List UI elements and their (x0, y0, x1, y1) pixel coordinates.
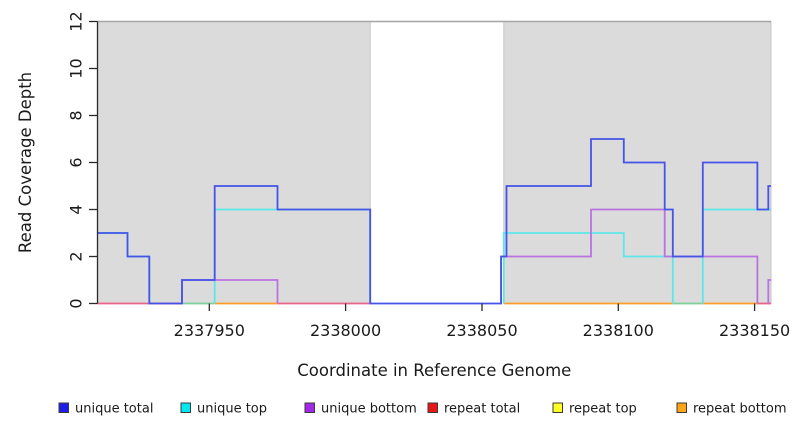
legend-label: unique bottom (321, 402, 417, 417)
y-tick-label: 6 (67, 157, 86, 167)
y-tick-label: 10 (67, 58, 86, 78)
x-tick-label: 2338050 (446, 321, 517, 340)
legend-label: repeat top (569, 402, 637, 417)
legend-label: unique total (75, 402, 153, 417)
legend-swatch-repeat-top (552, 402, 563, 413)
y-axis-title: Read Coverage Depth (16, 72, 35, 253)
unique-total-line (97, 138, 771, 305)
legend-swatch-repeat-bottom (676, 402, 687, 413)
coverage-region-band (97, 21, 371, 304)
legend-label: repeat bottom (693, 402, 787, 417)
legend-swatch-unique-total (58, 402, 69, 413)
x-tick-label: 2338000 (310, 321, 381, 340)
y-tick-label: 4 (67, 204, 86, 214)
x-tick-label: 2338100 (583, 321, 654, 340)
legend-swatch-unique-bottom (304, 402, 315, 413)
legend-label: unique top (197, 402, 267, 417)
y-tick-label: 8 (67, 110, 86, 120)
x-tick-label: 2338150 (719, 321, 790, 340)
y-tick-label: 2 (67, 251, 86, 261)
y-tick-label: 12 (67, 11, 86, 31)
legend-label: repeat total (444, 402, 520, 417)
x-tick-label: 2337950 (174, 321, 245, 340)
legend-swatch-repeat-total (427, 402, 438, 413)
x-axis-title: Coordinate in Reference Genome (297, 361, 571, 380)
legend-swatch-unique-top (180, 402, 191, 413)
y-tick-label: 0 (67, 298, 86, 308)
